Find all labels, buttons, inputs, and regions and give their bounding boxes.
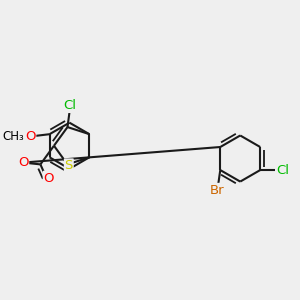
Text: Br: Br	[210, 184, 225, 196]
Text: O: O	[18, 156, 28, 169]
Text: S: S	[64, 159, 73, 172]
Text: CH₃: CH₃	[3, 130, 25, 143]
Text: O: O	[25, 130, 35, 143]
Text: O: O	[44, 172, 54, 184]
Text: Cl: Cl	[276, 164, 289, 177]
Text: Cl: Cl	[63, 99, 76, 112]
